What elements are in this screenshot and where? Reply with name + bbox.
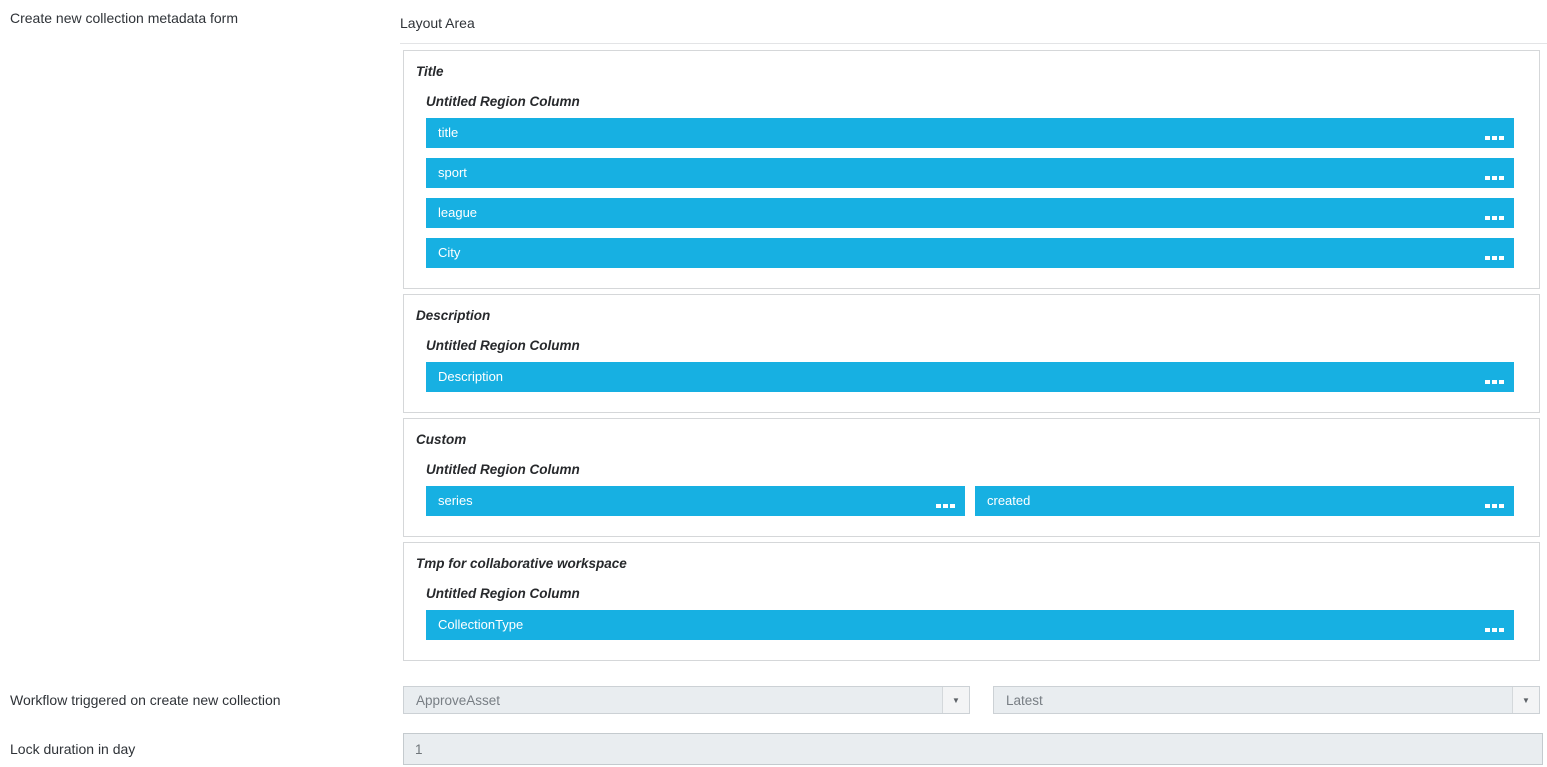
field-bar[interactable]: Description — [426, 362, 1514, 392]
lock-duration-input[interactable] — [403, 733, 1543, 765]
region-column-label: Untitled Region Column — [426, 338, 580, 353]
drag-handle-icon[interactable] — [1485, 256, 1504, 260]
drag-handle-icon[interactable] — [1485, 380, 1504, 384]
field-bar[interactable]: sport — [426, 158, 1514, 188]
region-column: Untitled Region Column CollectionType — [426, 585, 1514, 640]
form-section: Custom Untitled Region Column series create… — [403, 418, 1540, 537]
region-column: Untitled Region Column title sport league Ci… — [426, 93, 1514, 268]
section-title: Title — [416, 64, 444, 79]
field-row: sport — [426, 158, 1514, 188]
field-bar-label: CollectionType — [438, 617, 524, 632]
workflow-label: Workflow triggered on create new collect… — [10, 692, 281, 708]
workflow-controls: ApproveAsset ▼ Latest ▼ — [400, 686, 1540, 714]
workflow-dropdown-value: ApproveAsset — [416, 692, 501, 708]
field-bar[interactable]: CollectionType — [426, 610, 1514, 640]
field-row: Description — [426, 362, 1514, 392]
field-row: City — [426, 238, 1514, 268]
drag-handle-icon[interactable] — [936, 504, 955, 508]
layout-area: Layout Area Title Untitled Region Column t… — [400, 0, 1547, 666]
field-row: series created — [426, 486, 1514, 516]
metadata-form-label: Create new collection metadata form — [10, 10, 238, 26]
field-bar-label: Description — [438, 369, 504, 384]
layout-area-divider — [400, 43, 1547, 44]
form-section: Tmp for collaborative workspace Untitled … — [403, 542, 1540, 661]
layout-area-heading: Layout Area — [400, 15, 475, 31]
workflow-dropdown[interactable]: ApproveAsset ▼ — [403, 686, 970, 714]
lock-duration-label: Lock duration in day — [10, 741, 136, 757]
drag-handle-icon[interactable] — [1485, 628, 1504, 632]
field-bar-label: sport — [438, 165, 467, 180]
field-bar[interactable]: created — [975, 486, 1514, 516]
field-bar[interactable]: City — [426, 238, 1514, 268]
field-row: title — [426, 118, 1514, 148]
field-bar-label: series — [438, 493, 473, 508]
field-bar[interactable]: series — [426, 486, 965, 516]
workflow-row: Workflow triggered on create new collect… — [0, 686, 1547, 714]
metadata-form-row: Create new collection metadata form Layo… — [10, 0, 1547, 666]
drag-handle-icon[interactable] — [1485, 136, 1504, 140]
lock-duration-controls — [400, 733, 1543, 765]
form-section: Title Untitled Region Column title sport lea… — [403, 50, 1540, 289]
field-bar-label: league — [438, 205, 478, 220]
section-title: Custom — [416, 432, 467, 447]
drag-handle-icon[interactable] — [1485, 216, 1504, 220]
field-bar[interactable]: league — [426, 198, 1514, 228]
lock-duration-row: Lock duration in day — [0, 733, 1547, 765]
drag-handle-icon[interactable] — [1485, 176, 1504, 180]
field-row: CollectionType — [426, 610, 1514, 640]
section-title: Tmp for collaborative workspace — [416, 556, 627, 571]
chevron-down-icon[interactable]: ▼ — [1512, 687, 1539, 713]
workflow-version-dropdown-value: Latest — [1006, 692, 1043, 708]
chevron-down-icon[interactable]: ▼ — [942, 687, 969, 713]
region-column-label: Untitled Region Column — [426, 586, 580, 601]
field-bar-label: title — [438, 125, 459, 140]
form-section: Description Untitled Region Column Descrip… — [403, 294, 1540, 413]
drag-handle-icon[interactable] — [1485, 504, 1504, 508]
field-row: league — [426, 198, 1514, 228]
field-bar[interactable]: title — [426, 118, 1514, 148]
section-title: Description — [416, 308, 491, 323]
region-column-label: Untitled Region Column — [426, 462, 580, 477]
workflow-version-dropdown[interactable]: Latest ▼ — [993, 686, 1540, 714]
field-bar-label: created — [987, 493, 1031, 508]
field-bar-label: City — [438, 245, 461, 260]
region-column-label: Untitled Region Column — [426, 94, 580, 109]
layout-sections-container: Title Untitled Region Column title sport lea… — [400, 50, 1540, 661]
region-column: Untitled Region Column Description — [426, 337, 1514, 392]
region-column: Untitled Region Column series created — [426, 461, 1514, 516]
